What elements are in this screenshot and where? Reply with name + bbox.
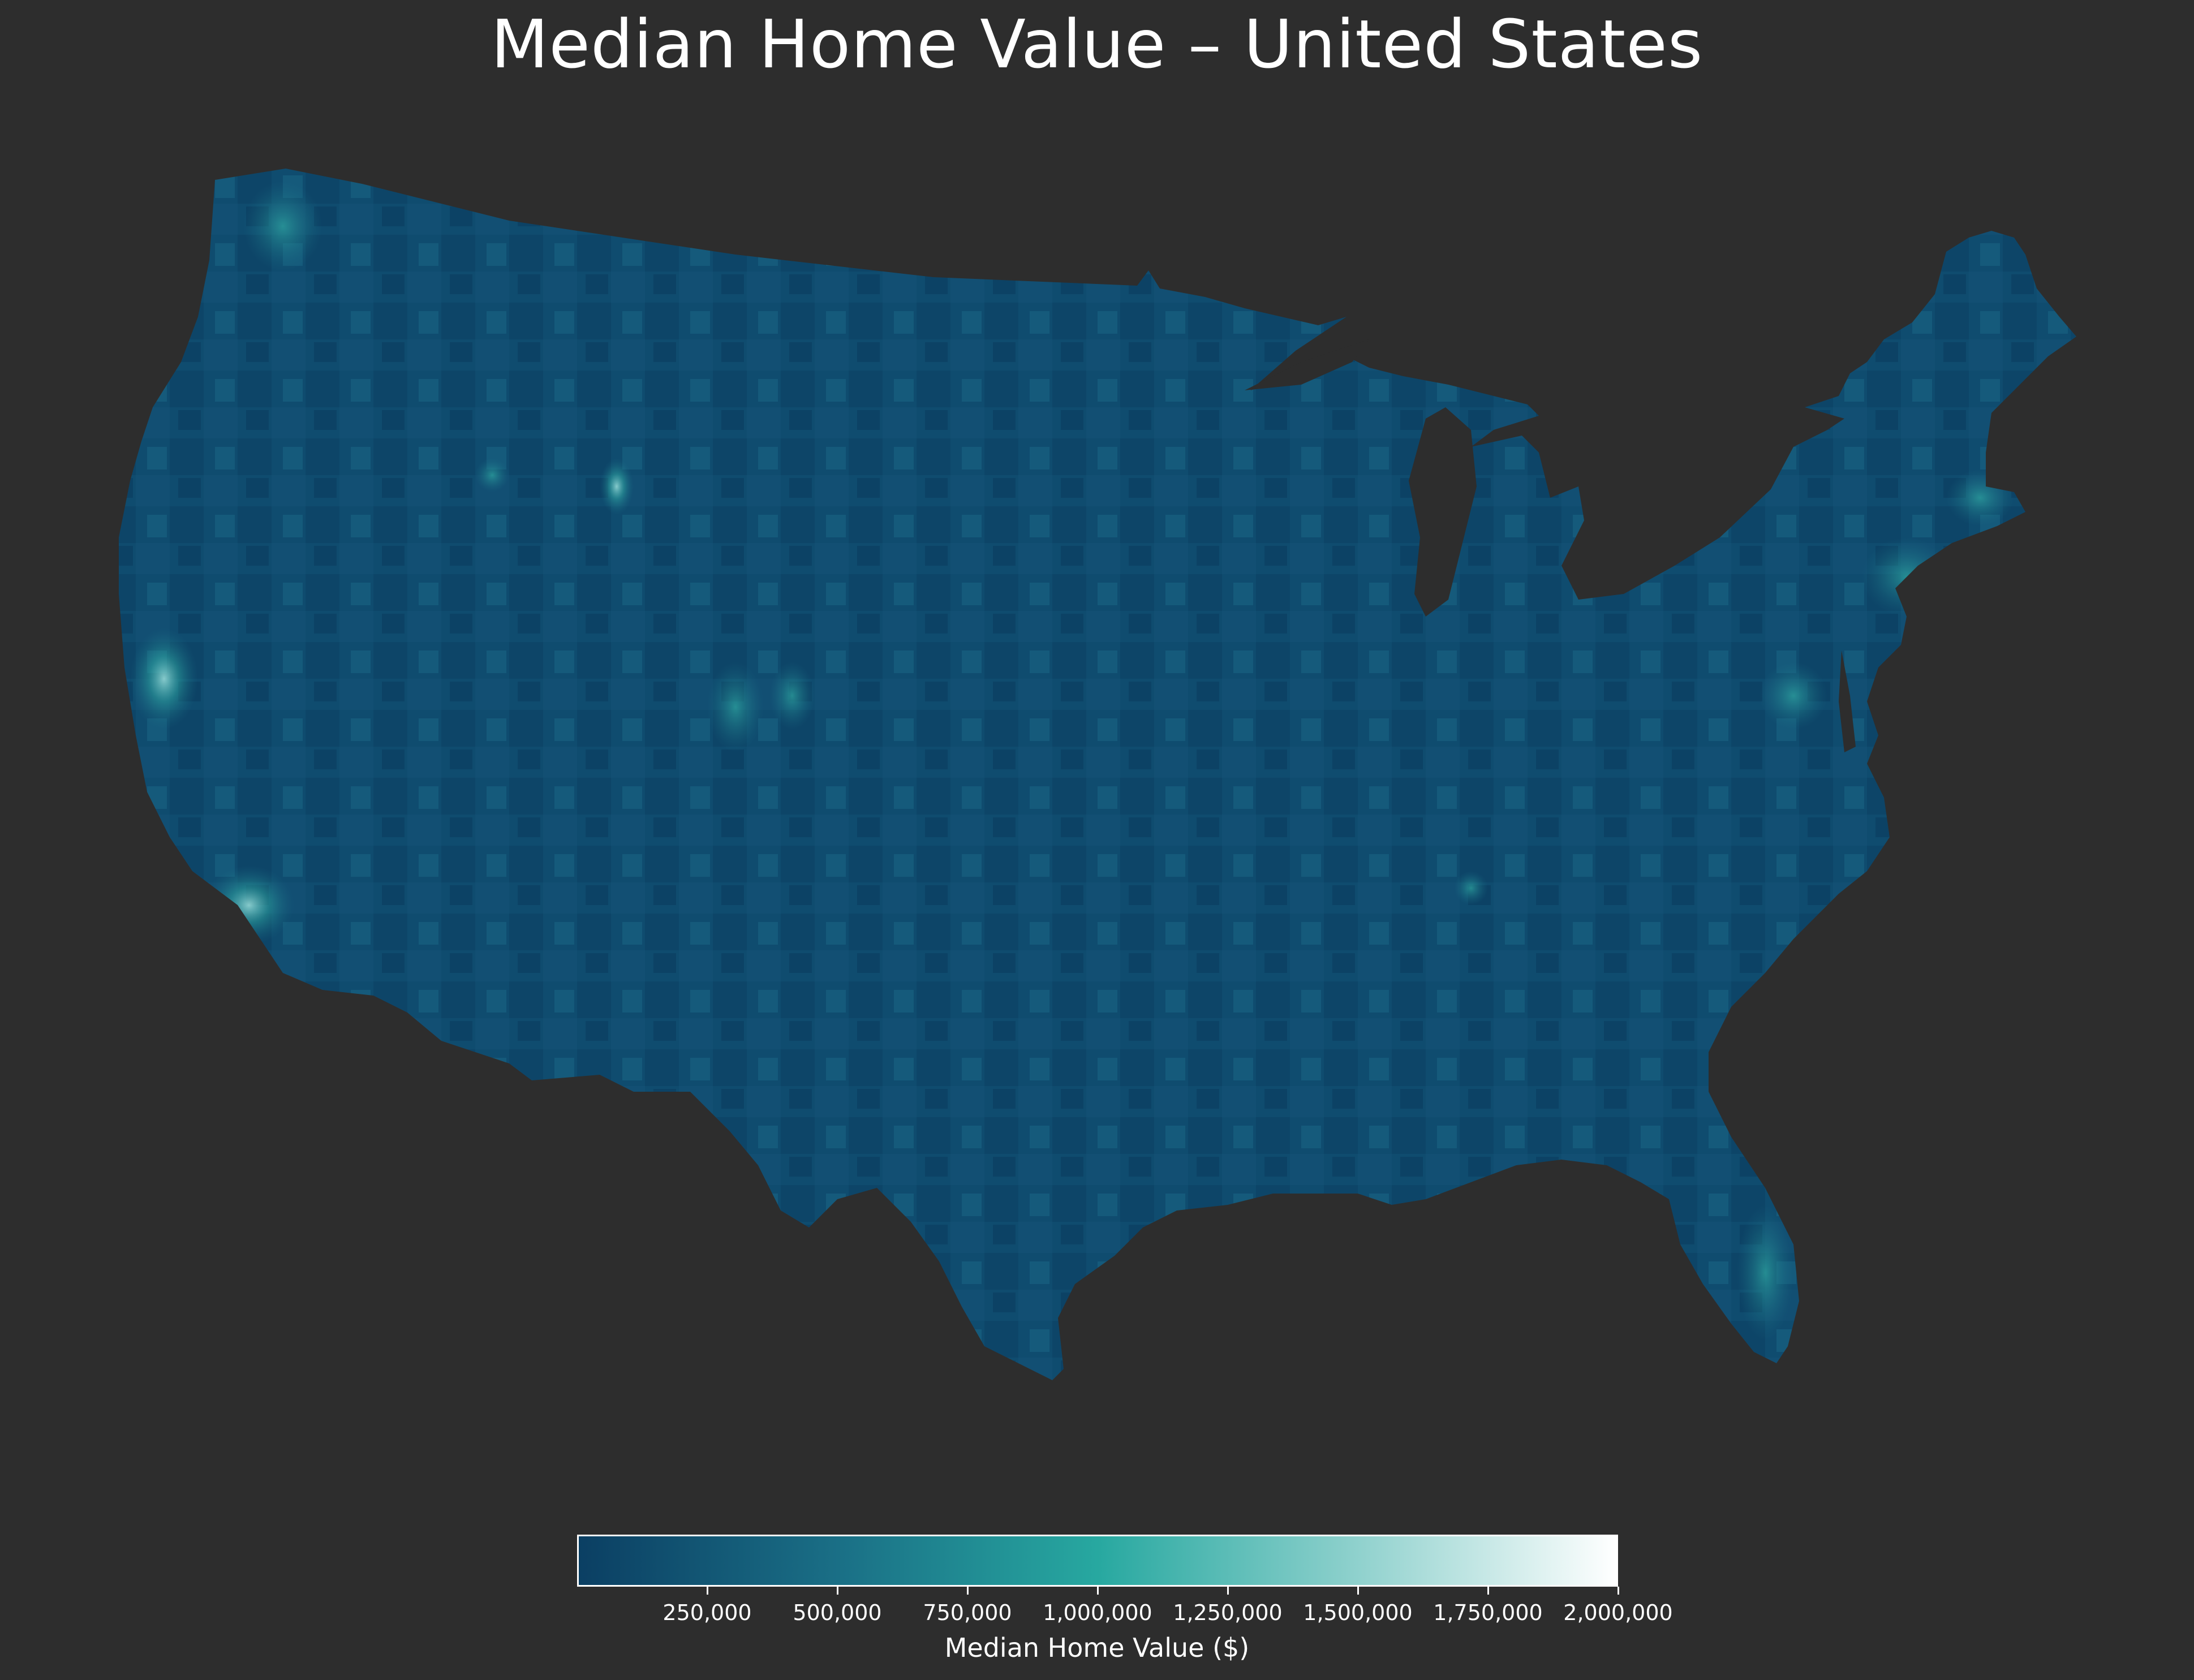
hot-spot-dc — [1759, 662, 1827, 730]
colorbar-tick-mark — [1227, 1587, 1229, 1595]
lake-michigan — [1409, 407, 1477, 617]
us-outline-shape — [119, 169, 2076, 1380]
colorbar-tick-label: 1,250,000 — [1173, 1600, 1283, 1625]
colorbar-tick-label: 2,000,000 — [1563, 1600, 1673, 1625]
colorbar-tick-mark — [1487, 1587, 1489, 1595]
colorbar-tick-mark — [1357, 1587, 1359, 1595]
colorbar-tick-label: 1,750,000 — [1433, 1600, 1543, 1625]
colorbar-tick-mark — [966, 1587, 969, 1595]
page-title: Median Home Value – United States — [491, 5, 1703, 83]
hot-spot-sun-valley — [475, 458, 509, 492]
colorbar-tick-label: 250,000 — [662, 1600, 752, 1625]
colorbar-tick-mark — [836, 1587, 838, 1595]
colorbar-tick-mark — [706, 1587, 708, 1595]
colorbar — [577, 1535, 1618, 1587]
colorbar-tick-label: 1,500,000 — [1303, 1600, 1413, 1625]
chesapeake-bay — [1839, 651, 1856, 752]
hot-spot-bay-area — [130, 628, 198, 730]
colorbar-tick-label: 500,000 — [793, 1600, 882, 1625]
hot-spot-denver — [769, 662, 815, 730]
hot-spot-ny — [1861, 537, 1952, 617]
colorbar-label: Median Home Value ($) — [944, 1632, 1250, 1663]
colorbar-tick-mark — [1617, 1587, 1619, 1595]
hot-spot-la — [204, 865, 294, 945]
colorbar-tick-label: 1,000,000 — [1043, 1600, 1152, 1625]
lake-superior — [1245, 339, 1369, 390]
hot-spot-aspen — [707, 662, 764, 752]
hot-spot-seattle — [243, 181, 322, 272]
hot-spot-jackson — [600, 458, 634, 515]
colorbar-tick-label: 750,000 — [923, 1600, 1012, 1625]
colorbar-tick-mark — [1096, 1587, 1099, 1595]
hot-spot-florida — [1737, 1205, 1793, 1341]
hot-spot-nashville — [1454, 871, 1488, 905]
hot-spot-boston — [1946, 469, 2014, 526]
